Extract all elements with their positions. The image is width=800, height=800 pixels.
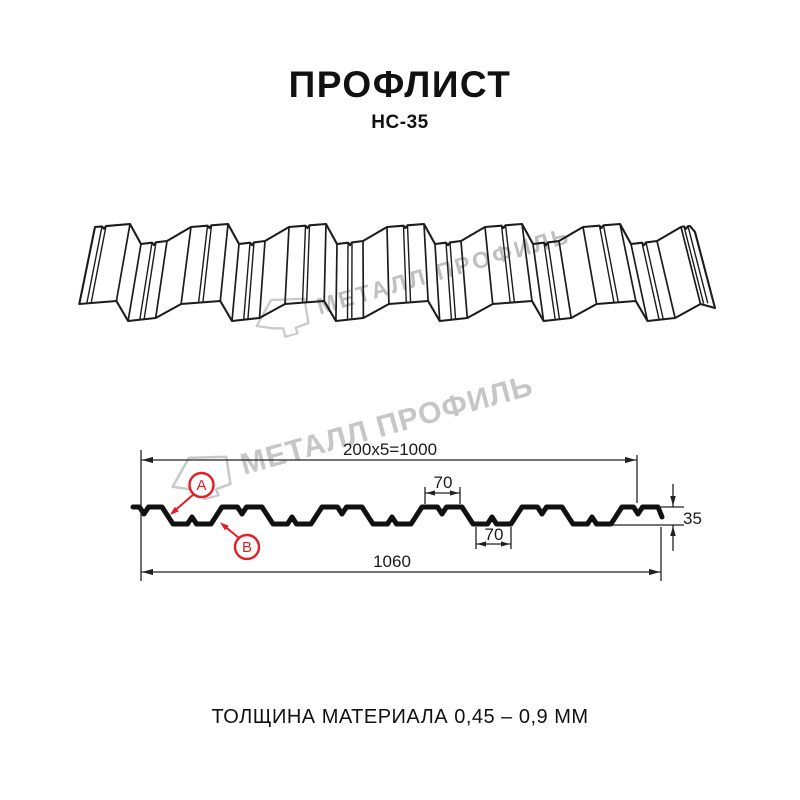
marker-a-label: А (196, 477, 206, 494)
material-thickness-caption: ТОЛЩИНА МАТЕРИАЛА 0,45 – 0,9 ММ (211, 706, 589, 728)
dim-crest-ticks (424, 487, 461, 504)
dimension-lines (140, 450, 684, 581)
profile-model-subtitle: НС-35 (371, 112, 429, 133)
dim-height-label: 35 (683, 509, 702, 528)
marker-a-arrowhead (170, 506, 179, 515)
metall-profil-logo-icon (255, 297, 310, 338)
marker-b-circle (233, 533, 261, 561)
dim-pitch-label: 200x5=1000 (343, 440, 437, 459)
profile-3d-drawing (78, 222, 717, 323)
dimension-arrowheads (142, 456, 676, 576)
dim-valley-label: 70 (485, 525, 504, 544)
marker-b-arrowhead (220, 522, 229, 531)
dim-crest-label: 70 (434, 473, 453, 492)
marker-a: А (170, 471, 215, 515)
dim-height-ref-lines (610, 506, 684, 526)
watermark-upper: МЕТАЛЛ ПРОФИЛЬ (248, 214, 576, 345)
dim-valley-ticks (475, 527, 512, 549)
sheet-3d-fold-lines (115, 223, 702, 322)
marker-b: В (220, 522, 261, 561)
section-diagram: 200x5=1000 70 70 35 1060 А В (130, 440, 702, 581)
marker-b-label: В (242, 539, 252, 556)
page-title: ПРОФЛИСТ (288, 64, 512, 105)
sheet-3d-stiffener-lines (86, 225, 709, 320)
marker-a-circle (188, 471, 215, 499)
sheet-3d-outline (78, 222, 717, 323)
dim-overall-label: 1060 (373, 552, 411, 571)
section-profile-path (130, 504, 665, 527)
